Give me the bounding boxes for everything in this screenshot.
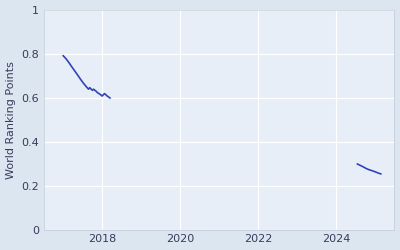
Y-axis label: World Ranking Points: World Ranking Points — [6, 61, 16, 178]
